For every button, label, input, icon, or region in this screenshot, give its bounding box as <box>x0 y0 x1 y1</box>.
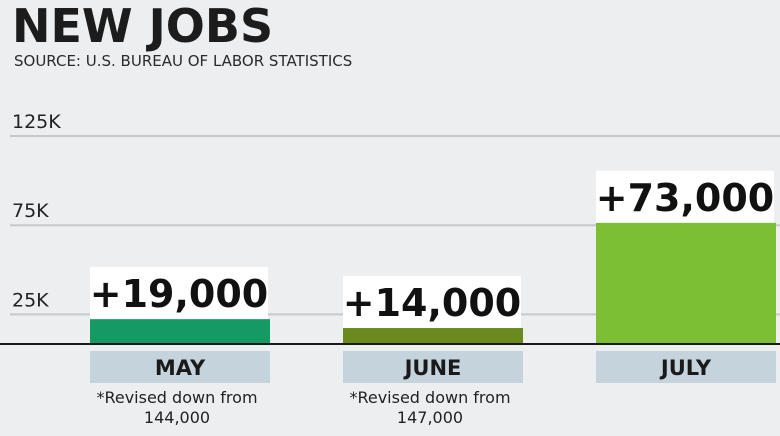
category-label: MAY <box>155 356 206 380</box>
value-label-box <box>90 267 268 320</box>
y-axis-ticks: 25K 75K 125K <box>12 111 61 311</box>
y-tick-label: 75K <box>12 200 49 222</box>
category-label: JUNE <box>403 356 462 380</box>
category-box <box>596 351 776 383</box>
bars: +19,000 +14,000 +73,000 <box>90 170 776 344</box>
value-label: +19,000 <box>90 272 268 316</box>
bar-june <box>343 328 523 344</box>
value-label: +73,000 <box>596 176 774 220</box>
source-caption: SOURCE: U.S. BUREAU OF LABOR STATISTICS <box>14 52 353 70</box>
bar-may <box>90 319 270 344</box>
note-june: *Revised down from 147,000 <box>349 388 511 427</box>
chart-title: NEW JOBS <box>12 0 274 53</box>
value-label-box <box>596 170 774 223</box>
category-box <box>343 351 523 383</box>
value-label-box <box>343 276 521 329</box>
category-box <box>90 351 270 383</box>
note-may: *Revised down from 144,000 <box>96 388 258 427</box>
value-label: +14,000 <box>343 281 521 325</box>
category-label: JULY <box>659 356 712 380</box>
y-tick-label: 125K <box>12 111 61 133</box>
y-tick-label: 25K <box>12 289 49 311</box>
bar-july <box>596 222 776 344</box>
category-labels: MAY JUNE JULY <box>90 351 776 383</box>
